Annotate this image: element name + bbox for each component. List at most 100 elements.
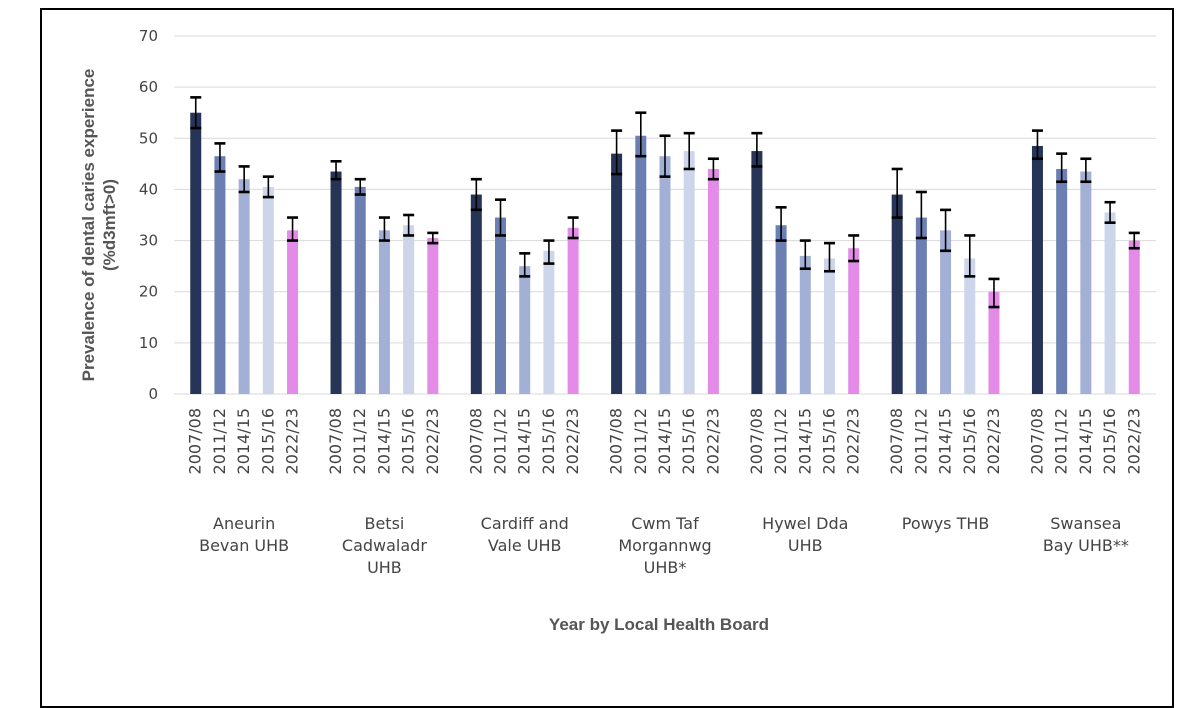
chart-frame: 0 10 20 30 40 50 60 70 2007/08 2011/12 2014/15 201…	[40, 8, 1174, 708]
bar	[543, 250, 555, 394]
x-tick-label: 2014/15	[234, 408, 253, 474]
bars	[190, 112, 1140, 394]
x-tick-label: 2022/23	[423, 408, 442, 474]
x-tick-label: 2014/15	[1076, 408, 1095, 474]
bar	[214, 156, 226, 394]
x-tick-label: 2015/16	[960, 408, 979, 474]
group-labels: Aneurin Bevan UHB Betsi Cadwaladr UHB Cardiff…	[199, 514, 1129, 577]
bar	[683, 151, 695, 394]
bar	[940, 230, 952, 394]
x-tick-label: 2007/08	[186, 408, 205, 474]
bar	[635, 135, 647, 394]
x-tick-label: 2022/23	[563, 408, 582, 474]
x-tick-label: 2014/15	[374, 408, 393, 474]
bar	[262, 186, 274, 394]
group-label: Swansea	[1050, 514, 1121, 533]
x-tick-label: 2022/23	[1124, 408, 1143, 474]
x-tick-label: 2014/15	[515, 408, 534, 474]
bar	[403, 225, 415, 394]
x-tick-label: 2015/16	[679, 408, 698, 474]
x-tick-label: 2007/08	[607, 408, 626, 474]
bar	[751, 151, 763, 394]
x-tick-label: 2015/16	[399, 408, 418, 474]
y-axis-title: Prevalence of dental caries experience (%…	[79, 69, 119, 382]
x-tick-label: 2007/08	[887, 408, 906, 474]
bar	[519, 266, 531, 394]
group-label: UHB	[788, 536, 823, 555]
x-tick-label: 2011/12	[350, 408, 369, 474]
bar	[988, 291, 1000, 394]
group-label: Bay UHB**	[1043, 536, 1129, 555]
y-tick-label: 40	[139, 180, 158, 198]
x-tick-label: 2015/16	[539, 408, 558, 474]
bar	[378, 230, 390, 394]
group-label: Cardiff and	[481, 514, 569, 533]
bar	[1031, 145, 1043, 394]
bar	[707, 168, 719, 394]
y-tick-label: 20	[139, 283, 158, 301]
bar	[611, 153, 623, 394]
x-tick-label: 2015/16	[819, 408, 838, 474]
x-tick-label: 2011/12	[631, 408, 650, 474]
bar	[1128, 240, 1140, 394]
x-tick-label: 2011/12	[491, 408, 510, 474]
bar	[238, 179, 250, 394]
bar-chart: 0 10 20 30 40 50 60 70 2007/08 2011/12 2014/15 201…	[79, 27, 1156, 634]
bar	[567, 227, 579, 394]
x-tick-label: 2022/23	[283, 408, 302, 474]
y-axis-title-line: Prevalence of dental caries experience	[79, 69, 98, 382]
x-tick-label: 2011/12	[771, 408, 790, 474]
y-tick-label: 50	[139, 129, 158, 147]
x-tick-label: 2014/15	[655, 408, 674, 474]
bar	[891, 194, 903, 394]
group-label: Betsi	[364, 514, 404, 533]
group-label: Powys THB	[902, 514, 990, 533]
x-tick-label: 2022/23	[984, 408, 1003, 474]
x-tick-label: 2022/23	[703, 408, 722, 474]
bar	[1104, 212, 1116, 394]
y-tick-label: 0	[148, 385, 158, 403]
x-tick-label: 2007/08	[1027, 408, 1046, 474]
x-tick-label: 2014/15	[936, 408, 955, 474]
group-label: Aneurin	[213, 514, 275, 533]
bar	[190, 112, 202, 394]
group-label: Cwm Taf	[631, 514, 699, 533]
bar	[823, 258, 835, 394]
bar	[915, 217, 927, 394]
x-tick-label: 2015/16	[258, 408, 277, 474]
bar	[775, 225, 787, 394]
bar	[427, 238, 439, 394]
x-tick-label: 2007/08	[466, 408, 485, 474]
group-label: Morgannwg	[618, 536, 711, 555]
bar	[659, 156, 671, 394]
group-label: UHB*	[644, 558, 687, 577]
x-tick-label: 2011/12	[1052, 408, 1071, 474]
bar	[470, 194, 482, 394]
x-tick-label: 2011/12	[911, 408, 930, 474]
bar	[287, 230, 299, 394]
x-tick-label: 2015/16	[1100, 408, 1119, 474]
group-label: UHB	[367, 558, 402, 577]
y-axis-title-line: (%d3mft>0)	[100, 179, 119, 271]
y-tick-label: 10	[139, 334, 158, 352]
bar	[964, 258, 976, 394]
bar	[354, 186, 366, 394]
bar	[1056, 168, 1068, 394]
bar	[848, 248, 860, 394]
y-axis-ticks: 0 10 20 30 40 50 60 70	[139, 27, 158, 403]
y-tick-label: 30	[139, 232, 158, 250]
y-tick-label: 70	[139, 27, 158, 45]
bar	[495, 217, 507, 394]
x-axis-ticks: 2007/08 2011/12 2014/15 2015/16 2022/23 2007/…	[186, 408, 1144, 474]
x-tick-label: 2007/08	[747, 408, 766, 474]
bar	[799, 255, 811, 394]
x-tick-label: 2007/08	[326, 408, 345, 474]
group-label: Vale UHB	[488, 536, 562, 555]
x-tick-label: 2022/23	[844, 408, 863, 474]
group-label: Hywel Dda	[762, 514, 848, 533]
bar	[1080, 171, 1092, 394]
y-tick-label: 60	[139, 78, 158, 96]
group-label: Bevan UHB	[199, 536, 289, 555]
error-bars	[190, 96, 1140, 309]
x-axis-title: Year by Local Health Board	[549, 615, 769, 634]
